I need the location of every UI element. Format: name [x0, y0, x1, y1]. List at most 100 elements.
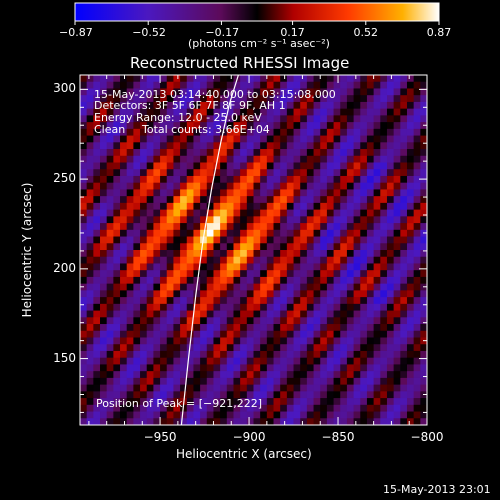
heatmap-cell: [80, 377, 88, 386]
heatmap-cell: [160, 364, 168, 372]
heatmap-cell: [133, 256, 141, 264]
heatmap-cell: [220, 310, 228, 318]
heatmap-cell: [373, 344, 381, 352]
heatmap-cell: [293, 135, 301, 143]
heatmap-cell: [346, 364, 354, 372]
heatmap-cell: [420, 404, 427, 412]
heatmap-cell: [200, 250, 208, 258]
heatmap-cell: [120, 209, 128, 217]
heatmap-cell: [313, 95, 321, 103]
heatmap-cell: [320, 350, 328, 359]
heatmap-cell: [393, 357, 401, 365]
heatmap-cell: [93, 303, 101, 311]
heatmap-cell: [406, 135, 415, 143]
heatmap-cell: [380, 377, 388, 386]
heatmap-cell: [153, 243, 161, 251]
heatmap-cell: [406, 142, 415, 150]
heatmap-cell: [120, 135, 128, 143]
heatmap-cell: [400, 135, 408, 143]
heatmap-cell: [393, 350, 401, 359]
heatmap-cell: [93, 310, 101, 318]
heatmap-cell: [340, 283, 348, 291]
heatmap-cell: [286, 162, 294, 170]
heatmap-cell: [286, 344, 294, 352]
heatmap-cell: [93, 350, 101, 359]
heatmap-cell: [346, 122, 354, 130]
heatmap-cell: [173, 88, 181, 96]
heatmap-cell: [280, 357, 288, 365]
heatmap-cell: [106, 398, 114, 406]
heatmap-cell: [146, 229, 154, 237]
heatmap-cell: [113, 310, 121, 318]
heatmap-cell: [200, 398, 208, 406]
heatmap-cell: [320, 384, 328, 392]
heatmap-cell: [146, 270, 154, 278]
heatmap-cell: [333, 377, 341, 386]
heatmap-cell: [220, 317, 228, 325]
heatmap-cell: [420, 75, 427, 83]
heatmap-cell: [206, 391, 214, 399]
heatmap-cell: [313, 297, 321, 305]
heatmap-cell: [153, 88, 161, 96]
heatmap-cell: [120, 216, 128, 224]
heatmap-cell: [253, 175, 261, 184]
heatmap-cell: [373, 290, 381, 298]
heatmap-cell: [360, 283, 368, 291]
heatmap-cell: [353, 303, 361, 311]
heatmap-cell: [153, 175, 161, 184]
heatmap-cell: [233, 169, 241, 177]
heatmap-cell: [173, 418, 181, 425]
heatmap-cell: [366, 135, 375, 143]
heatmap-cell: [313, 155, 321, 163]
heatmap-cell: [306, 324, 314, 332]
heatmap-cell: [146, 182, 154, 190]
heatmap-cell: [273, 310, 281, 318]
heatmap-cell: [140, 263, 148, 271]
heatmap-cell: [273, 317, 281, 325]
heatmap-cell: [273, 162, 281, 170]
heatmap-cell: [180, 303, 188, 311]
heatmap-cell: [113, 202, 121, 211]
heatmap-cell: [193, 276, 201, 285]
heatmap-cell: [393, 196, 401, 204]
heatmap-cell: [360, 128, 368, 136]
heatmap-cell: [280, 169, 288, 177]
heatmap-cell: [373, 317, 381, 325]
heatmap-cell: [213, 169, 221, 177]
heatmap-cell: [333, 101, 341, 110]
heatmap-cell: [193, 202, 201, 211]
heatmap-cell: [213, 330, 221, 338]
heatmap-cell: [273, 122, 281, 130]
heatmap-cell: [186, 135, 194, 143]
heatmap-cell: [140, 189, 148, 197]
heatmap-cell: [293, 142, 301, 150]
heatmap-cell: [273, 223, 281, 231]
heatmap-cell: [353, 250, 361, 258]
heatmap-cell: [313, 411, 321, 419]
heatmap-cell: [140, 162, 148, 170]
heatmap-cell: [280, 209, 288, 217]
heatmap-cell: [93, 384, 101, 392]
heatmap-cell: [226, 357, 234, 365]
heatmap-cell: [106, 122, 114, 130]
heatmap-cell: [206, 216, 214, 224]
heatmap-cell: [386, 209, 395, 217]
heatmap-cell: [273, 155, 281, 163]
heatmap-cell: [353, 135, 361, 143]
heatmap-cell: [340, 256, 348, 264]
heatmap-cell: [113, 236, 121, 244]
heatmap-cell: [120, 223, 128, 231]
heatmap-cell: [320, 303, 328, 311]
heatmap-cell: [146, 344, 154, 352]
heatmap-cell: [400, 169, 408, 177]
heatmap-cell: [386, 398, 395, 406]
heatmap-cell: [93, 81, 101, 89]
heatmap-cell: [393, 276, 401, 285]
heatmap-cell: [246, 209, 254, 217]
heatmap-cell: [200, 337, 208, 345]
heatmap-cell: [200, 310, 208, 318]
heatmap-cell: [226, 344, 234, 352]
heatmap-cell: [380, 350, 388, 359]
heatmap-cell: [366, 216, 375, 224]
heatmap-cell: [140, 122, 148, 130]
